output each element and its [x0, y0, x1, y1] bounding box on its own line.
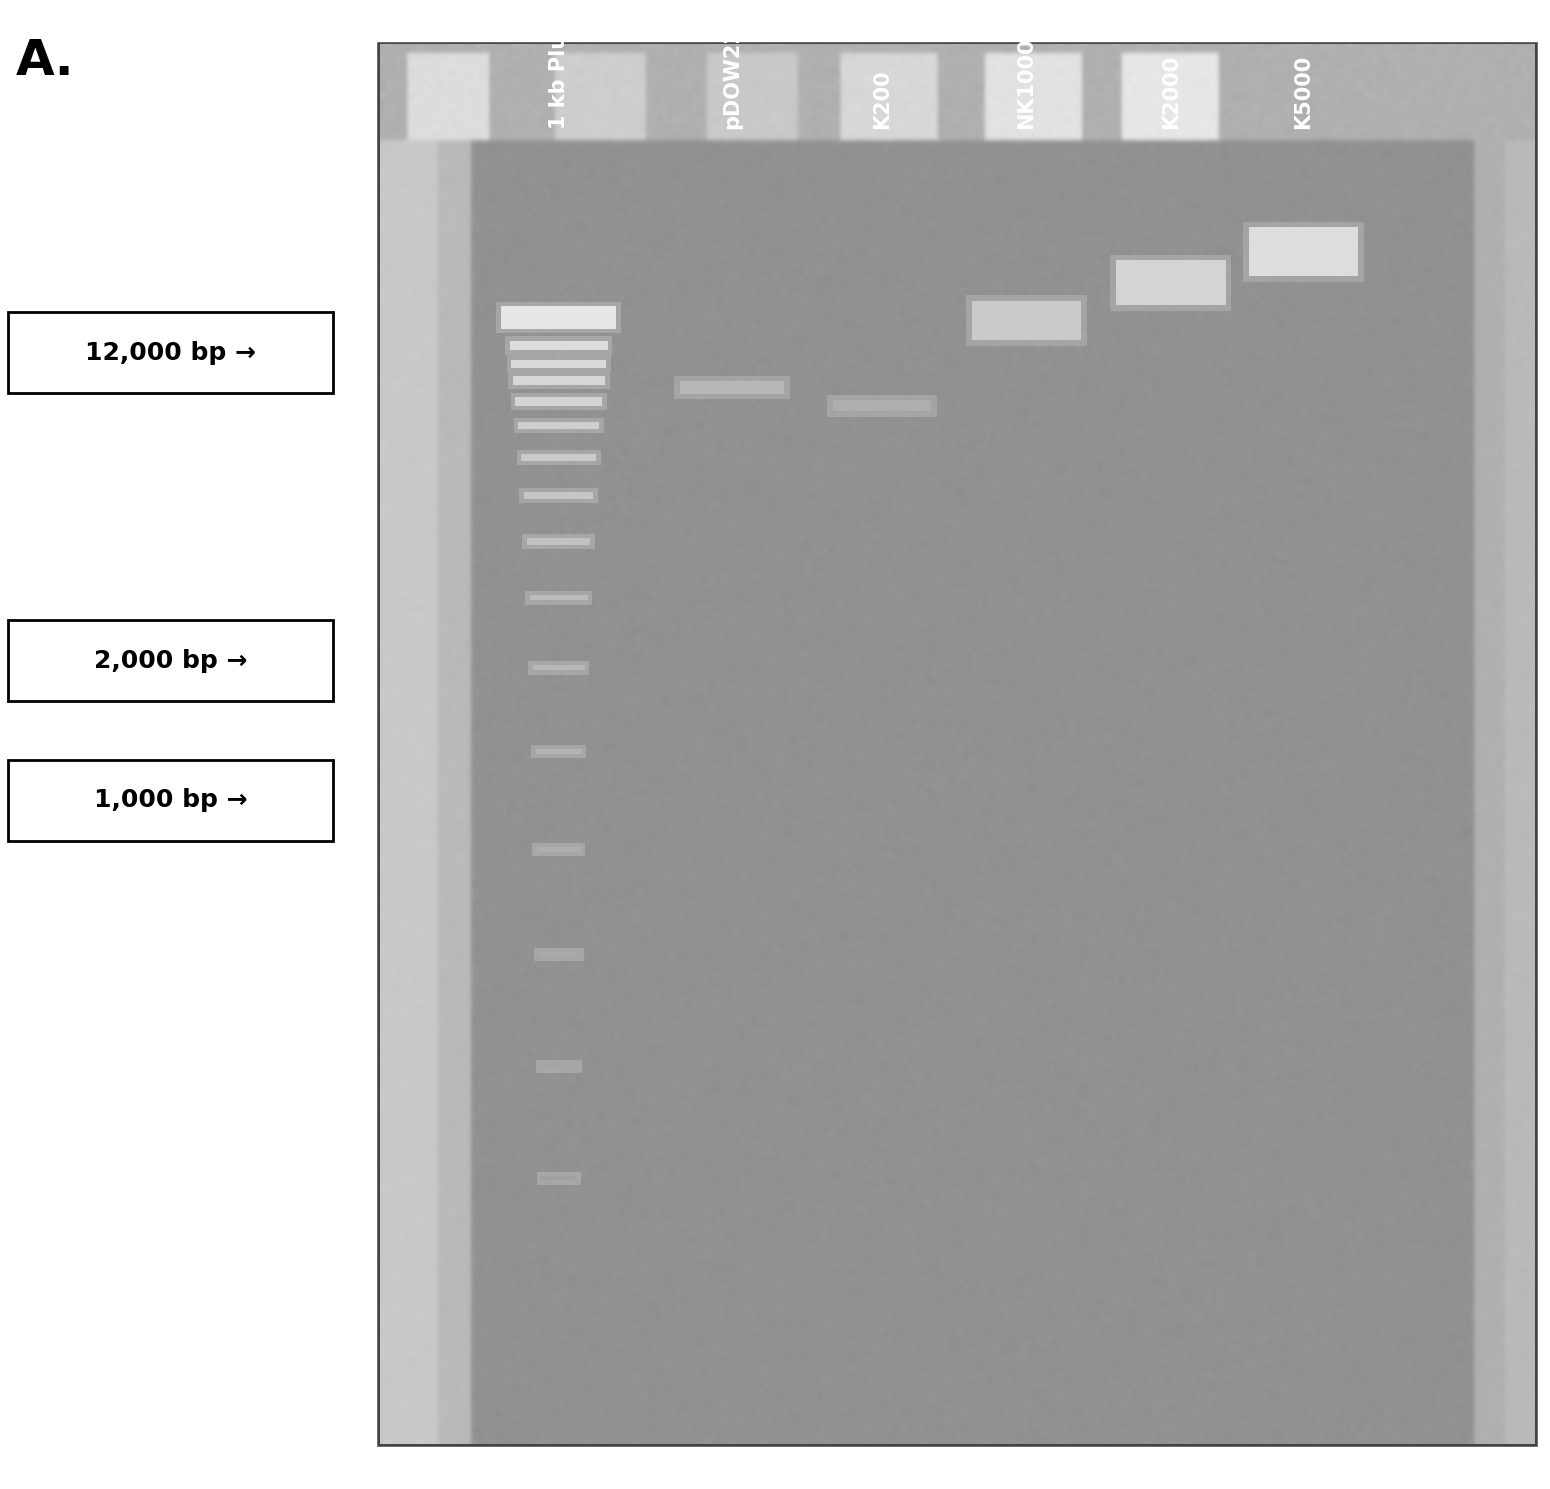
- Bar: [519, 488, 598, 503]
- Bar: [533, 948, 583, 960]
- Bar: [380, 45, 1534, 1444]
- Bar: [521, 454, 597, 462]
- Bar: [1243, 222, 1364, 281]
- Bar: [828, 395, 936, 417]
- Bar: [516, 450, 601, 465]
- Text: 2,000 bp →: 2,000 bp →: [93, 649, 248, 673]
- Bar: [516, 398, 601, 406]
- Bar: [674, 375, 789, 399]
- Bar: [832, 401, 932, 411]
- Bar: [536, 847, 581, 852]
- Bar: [522, 535, 595, 549]
- Bar: [508, 372, 609, 389]
- Text: K200: K200: [873, 68, 893, 128]
- Bar: [518, 421, 600, 429]
- Text: 12,000 bp →: 12,000 bp →: [85, 341, 256, 365]
- Text: 1,000 bp →: 1,000 bp →: [93, 789, 248, 813]
- Bar: [532, 744, 586, 758]
- Bar: [966, 295, 1087, 345]
- Text: K5000: K5000: [1294, 55, 1313, 128]
- Bar: [541, 1065, 577, 1069]
- Bar: [512, 359, 606, 368]
- Bar: [496, 302, 622, 334]
- Bar: [1110, 255, 1231, 311]
- Bar: [532, 843, 586, 856]
- Bar: [533, 664, 584, 670]
- Text: NK1000: NK1000: [1017, 37, 1037, 128]
- Bar: [527, 538, 591, 545]
- Text: 1 kb Plus: 1 kb Plus: [549, 21, 569, 128]
- Bar: [8, 619, 333, 701]
- Bar: [525, 591, 592, 605]
- Bar: [1116, 261, 1226, 305]
- Bar: [541, 1176, 577, 1181]
- Text: K2000: K2000: [1161, 55, 1181, 128]
- Bar: [505, 337, 612, 354]
- Bar: [513, 418, 604, 433]
- Bar: [529, 661, 589, 675]
- Bar: [1249, 228, 1358, 277]
- Bar: [538, 953, 580, 956]
- Bar: [513, 377, 604, 384]
- Bar: [536, 1172, 581, 1185]
- Bar: [510, 341, 608, 350]
- Bar: [536, 1060, 581, 1072]
- Bar: [8, 759, 333, 841]
- Bar: [530, 594, 587, 600]
- Bar: [680, 381, 784, 395]
- Bar: [512, 393, 606, 409]
- Bar: [8, 313, 333, 393]
- Text: pDOW2200: pDOW2200: [722, 0, 742, 128]
- Bar: [536, 749, 581, 755]
- Text: A.: A.: [16, 37, 74, 85]
- Bar: [507, 356, 611, 372]
- Bar: [524, 491, 594, 499]
- Bar: [972, 301, 1082, 339]
- Bar: [501, 307, 617, 329]
